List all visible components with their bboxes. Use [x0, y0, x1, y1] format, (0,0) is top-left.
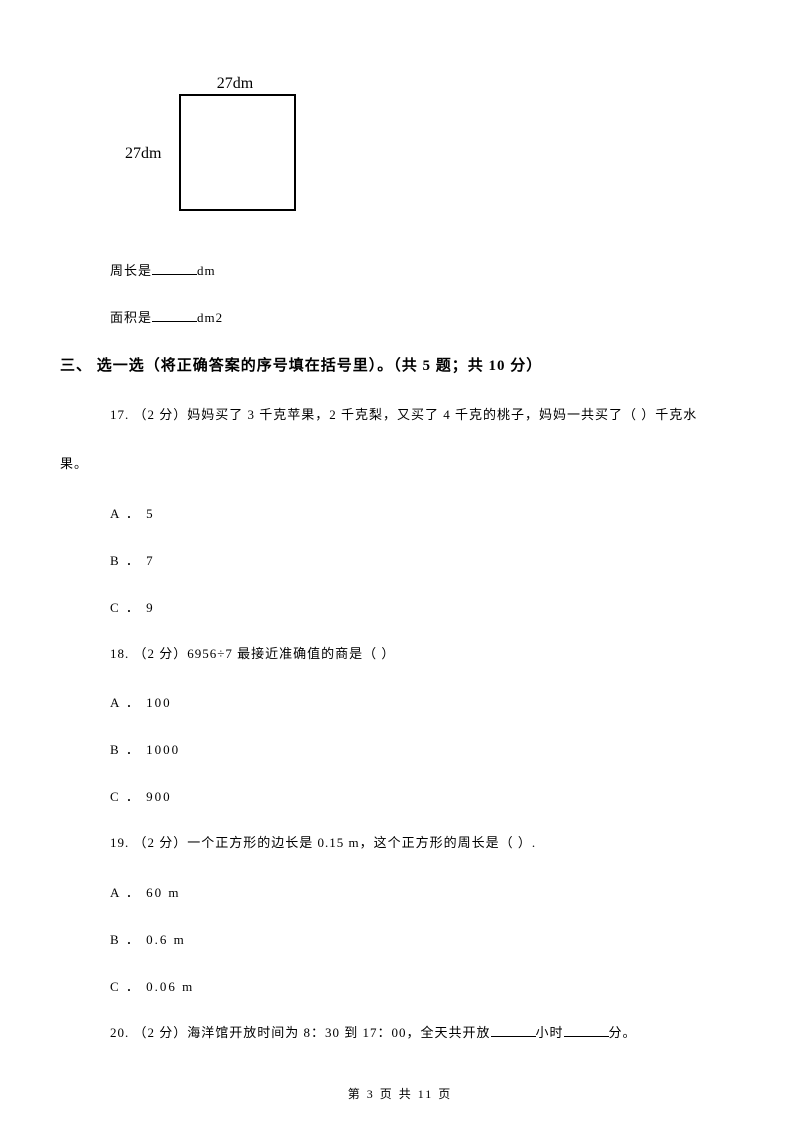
area-blank[interactable]: [152, 308, 197, 322]
area-fill: 面积是 dm2: [110, 307, 740, 326]
square-svg: 27dm 27dm: [125, 70, 335, 230]
area-prefix: 面积是: [110, 310, 152, 325]
q20-mid: 小时: [536, 1025, 564, 1040]
q18-option-a[interactable]: A ． 100: [110, 692, 740, 711]
q19-option-c[interactable]: C ． 0.06 m: [110, 976, 740, 995]
section-3-header: 三、 选一选（将正确答案的序号填在括号里）。（共 5 题；共 10 分）: [60, 354, 740, 375]
q20-blank-1[interactable]: [491, 1023, 536, 1037]
q19-option-a[interactable]: A ． 60 m: [110, 882, 740, 901]
perimeter-fill: 周长是 dm: [110, 260, 740, 279]
q18-text: 18. （2 分）6956÷7 最接近准确值的商是（ ）: [110, 644, 740, 665]
q17-text-cont: 果。: [60, 454, 740, 475]
perimeter-unit: dm: [197, 263, 216, 278]
perimeter-prefix: 周长是: [110, 263, 152, 278]
q19-option-b[interactable]: B ． 0.6 m: [110, 929, 740, 948]
q20-blank-2[interactable]: [564, 1023, 609, 1037]
q18-option-b[interactable]: B ． 1000: [110, 739, 740, 758]
q20-text: 20. （2 分）海洋馆开放时间为 8：30 到 17：00，全天共开放 小时 分。: [110, 1023, 740, 1044]
perimeter-blank[interactable]: [152, 261, 197, 275]
q19-text: 19. （2 分）一个正方形的边长是 0.15 m，这个正方形的周长是（ ）.: [110, 833, 740, 854]
diagram-top-label: 27dm: [217, 75, 254, 92]
q17-option-a[interactable]: A ． 5: [110, 503, 740, 522]
q17-text: 17. （2 分）妈妈买了 3 千克苹果，2 千克梨，又买了 4 千克的桃子，妈…: [110, 405, 740, 426]
q17-option-b[interactable]: B ． 7: [110, 550, 740, 569]
q20-suffix: 分。: [609, 1025, 637, 1040]
page-footer: 第 3 页 共 11 页: [60, 1085, 740, 1102]
q20-prefix: 20. （2 分）海洋馆开放时间为 8：30 到 17：00，全天共开放: [110, 1025, 491, 1040]
q18-option-c[interactable]: C ． 900: [110, 786, 740, 805]
area-unit: dm2: [197, 310, 223, 325]
diagram-left-label: 27dm: [125, 145, 162, 162]
square-diagram: 27dm 27dm: [125, 70, 740, 235]
q17-option-c[interactable]: C ． 9: [110, 597, 740, 616]
square-shape: [180, 95, 295, 210]
